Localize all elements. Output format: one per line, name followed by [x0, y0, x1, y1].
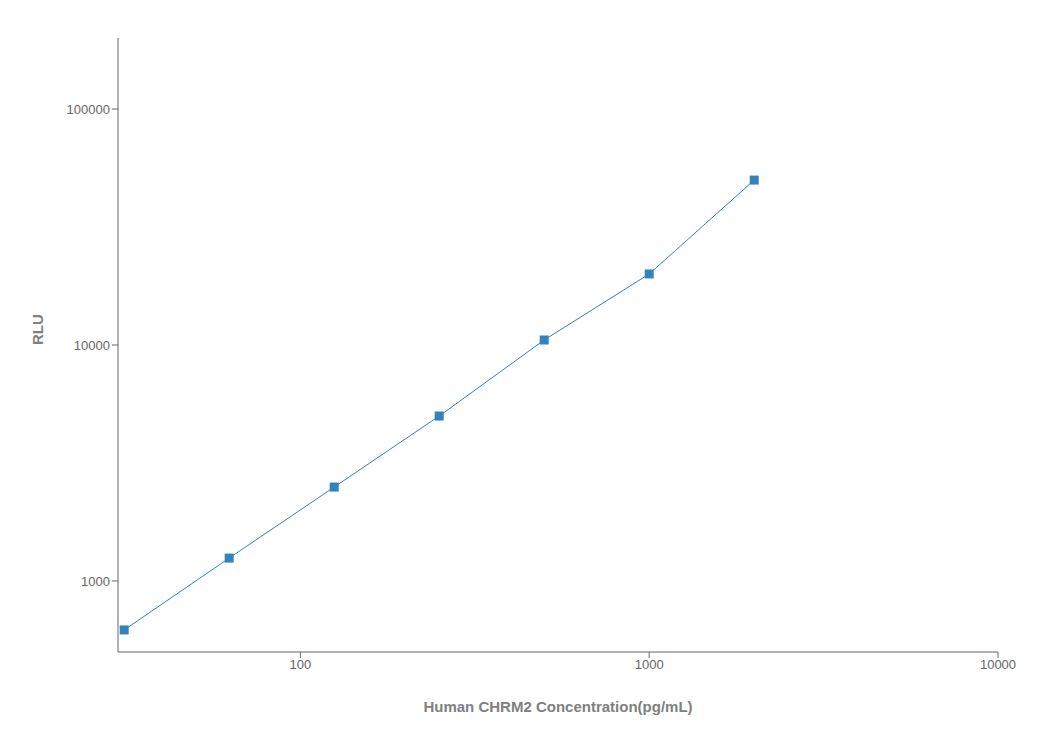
svg-text:10000: 10000: [980, 657, 1016, 672]
svg-text:RLU: RLU: [29, 314, 46, 345]
svg-text:1000: 1000: [635, 657, 664, 672]
svg-text:1000: 1000: [81, 574, 110, 589]
svg-text:Human CHRM2 Concentration(pg/m: Human CHRM2 Concentration(pg/mL): [423, 698, 692, 715]
svg-text:10000: 10000: [74, 338, 110, 353]
svg-text:100000: 100000: [67, 102, 110, 117]
svg-text:100: 100: [290, 657, 312, 672]
